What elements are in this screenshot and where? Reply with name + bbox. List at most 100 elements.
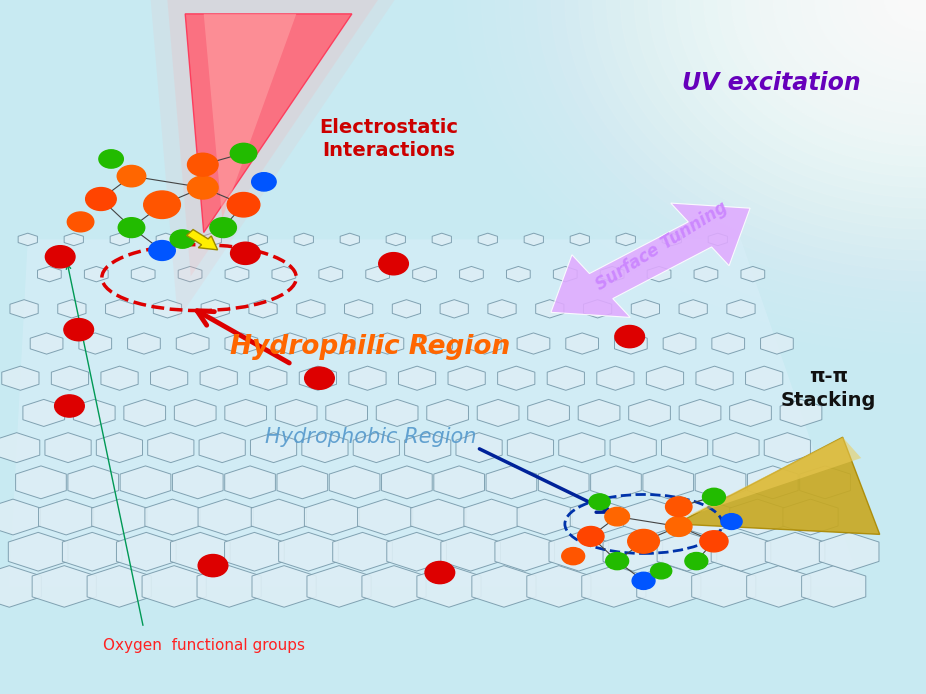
Circle shape [721, 514, 742, 530]
Polygon shape [535, 300, 564, 318]
Polygon shape [800, 466, 850, 499]
Circle shape [843, 0, 926, 62]
Polygon shape [340, 233, 359, 246]
Polygon shape [730, 499, 785, 535]
Circle shape [787, 0, 926, 104]
Polygon shape [144, 499, 200, 535]
Polygon shape [371, 333, 404, 354]
Polygon shape [448, 366, 485, 390]
Polygon shape [200, 366, 237, 390]
Polygon shape [106, 300, 133, 318]
Polygon shape [558, 432, 605, 463]
Polygon shape [45, 432, 91, 463]
Polygon shape [637, 566, 701, 607]
Polygon shape [632, 300, 659, 318]
Polygon shape [616, 233, 635, 246]
Circle shape [732, 0, 926, 146]
Circle shape [425, 561, 455, 584]
Circle shape [579, 0, 926, 260]
Polygon shape [156, 233, 175, 246]
Circle shape [227, 192, 260, 217]
Circle shape [99, 150, 123, 168]
Polygon shape [527, 566, 591, 607]
Polygon shape [517, 499, 572, 535]
Polygon shape [713, 432, 759, 463]
Circle shape [676, 0, 926, 187]
Polygon shape [694, 266, 718, 282]
Polygon shape [148, 432, 194, 463]
Circle shape [634, 0, 926, 219]
Polygon shape [84, 266, 108, 282]
Circle shape [615, 325, 644, 348]
Polygon shape [178, 266, 202, 282]
Polygon shape [596, 366, 634, 390]
Polygon shape [120, 466, 170, 499]
Polygon shape [570, 499, 625, 535]
Polygon shape [712, 333, 745, 354]
Polygon shape [225, 400, 267, 426]
Polygon shape [692, 566, 756, 607]
Polygon shape [68, 466, 119, 499]
Circle shape [651, 563, 671, 579]
Polygon shape [730, 400, 771, 426]
Polygon shape [250, 366, 287, 390]
Polygon shape [252, 566, 316, 607]
Polygon shape [440, 300, 469, 318]
Polygon shape [322, 333, 355, 354]
Polygon shape [566, 333, 598, 354]
Polygon shape [10, 300, 38, 318]
Polygon shape [16, 466, 67, 499]
Polygon shape [591, 466, 642, 499]
Polygon shape [344, 300, 373, 318]
Polygon shape [708, 233, 728, 246]
Polygon shape [662, 233, 682, 246]
Polygon shape [274, 333, 307, 354]
Polygon shape [2, 366, 39, 390]
Circle shape [593, 0, 926, 250]
Text: UV excitation: UV excitation [682, 71, 861, 95]
Polygon shape [456, 432, 502, 463]
Polygon shape [411, 499, 466, 535]
Polygon shape [393, 300, 420, 318]
Polygon shape [19, 233, 37, 246]
Polygon shape [386, 233, 406, 246]
Circle shape [170, 230, 194, 248]
Polygon shape [170, 532, 231, 571]
Polygon shape [464, 499, 519, 535]
Polygon shape [417, 566, 481, 607]
Polygon shape [745, 366, 782, 390]
Circle shape [666, 516, 692, 536]
Polygon shape [202, 233, 221, 246]
Polygon shape [488, 300, 516, 318]
Circle shape [578, 527, 604, 546]
Polygon shape [469, 333, 501, 354]
Polygon shape [64, 233, 83, 246]
Circle shape [648, 0, 926, 208]
Polygon shape [398, 366, 435, 390]
Polygon shape [353, 432, 399, 463]
Polygon shape [225, 466, 275, 499]
Polygon shape [275, 400, 317, 426]
Polygon shape [679, 400, 720, 426]
Polygon shape [31, 333, 63, 354]
Circle shape [829, 0, 926, 73]
Polygon shape [432, 233, 451, 246]
Circle shape [45, 246, 75, 268]
Circle shape [870, 0, 926, 42]
Text: Oxygen  functional groups: Oxygen functional groups [103, 638, 305, 653]
Polygon shape [110, 233, 130, 246]
Polygon shape [802, 566, 866, 607]
Text: Surface Tunning: Surface Tunning [593, 198, 732, 294]
Circle shape [700, 531, 728, 552]
Polygon shape [23, 400, 65, 426]
Circle shape [210, 218, 236, 237]
Polygon shape [578, 400, 619, 426]
Polygon shape [251, 499, 307, 535]
Circle shape [64, 319, 94, 341]
Polygon shape [0, 566, 42, 607]
Polygon shape [441, 532, 501, 571]
Polygon shape [174, 400, 216, 426]
FancyArrow shape [186, 230, 218, 250]
Polygon shape [600, 266, 624, 282]
Circle shape [690, 0, 926, 177]
